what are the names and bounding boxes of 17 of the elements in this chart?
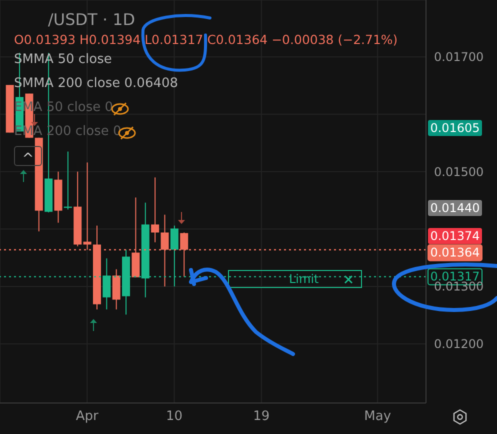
annotation: ^ (14, 146, 42, 167)
y-tick-label: 0.01500 (434, 164, 484, 179)
text: O0.01393 H0.01394 L0.01317 C0.01364 −0.00038 (−2.71%) (14, 32, 398, 47)
x-tick-label: May (364, 409, 392, 424)
annotation: Limit (289, 272, 319, 286)
ref-line-label: 0.01364 (430, 246, 480, 260)
candlestick (151, 176, 160, 243)
y-tick-label: 0.01200 (434, 337, 484, 352)
x-tick-label: Apr (76, 409, 100, 424)
text: 0.01374 (428, 228, 482, 244)
y-tick-label: 0.01700 (434, 50, 484, 64)
text: 0.01440 (428, 200, 482, 216)
x-tick-label: 10 (166, 409, 183, 424)
text: /USDT · 1D (48, 10, 136, 29)
text: 0.01605 (428, 120, 482, 136)
x-tick-label: 19 (253, 409, 270, 424)
candlestick (64, 151, 72, 210)
